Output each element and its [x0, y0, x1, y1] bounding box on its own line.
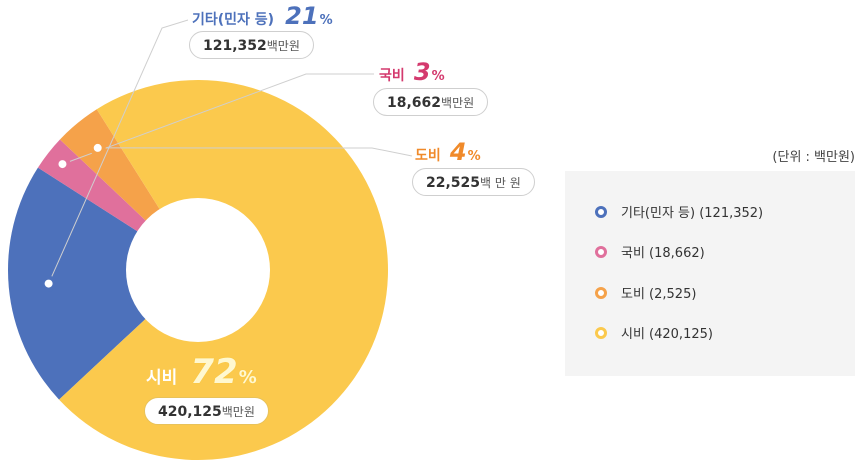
- callout-other-value: 121,352: [203, 38, 267, 54]
- callout-national: 국비 3%: [379, 58, 445, 86]
- callout-provincial: 도비 4%: [415, 138, 481, 166]
- callout-other-label: 기타(민자 등): [192, 12, 275, 28]
- slice-other: [7, 167, 199, 400]
- leader-dot-national: [54, 156, 71, 173]
- legend-marker-icon: [595, 205, 607, 218]
- callout-national-value: 18,662: [387, 95, 442, 111]
- legend-item-provincial: 도비 (2,525): [595, 283, 696, 302]
- donut-hole: [126, 198, 270, 342]
- callout-city: 시비 72%: [146, 352, 257, 392]
- callout-provincial-unit: 백 만 원: [480, 176, 521, 190]
- leader-dot-other: [40, 275, 57, 292]
- callout-city-value-pill: 420,125백만원: [144, 397, 269, 425]
- callout-city-label: 시비: [146, 368, 178, 388]
- legend-item-city: 시비 (420,125): [595, 323, 713, 342]
- callout-city-unit: 백만원: [221, 405, 255, 419]
- legend-item-other: 기타(민자 등) (121,352): [595, 202, 763, 221]
- legend-marker-icon: [595, 245, 607, 258]
- legend-label: 도비 (2,525): [621, 287, 697, 302]
- legend-label: 기타(민자 등) (121,352): [621, 206, 764, 221]
- leader-lines: [40, 19, 413, 292]
- legend-item-national: 국비 (18,662): [595, 242, 705, 261]
- callout-city-value: 420,125: [158, 404, 222, 420]
- callout-national-value-pill: 18,662백만원: [373, 88, 489, 116]
- callout-national-label: 국비: [379, 68, 405, 84]
- callout-city-percent: 72%: [190, 352, 257, 392]
- leader-line: [97, 147, 413, 157]
- leader-dot-provincial: [89, 139, 106, 156]
- callout-other: 기타(민자 등) 21%: [192, 2, 333, 30]
- callout-provincial-percent: 4%: [449, 138, 481, 166]
- callout-other-unit: 백만원: [266, 39, 300, 53]
- callout-provincial-label: 도비: [415, 148, 441, 164]
- callout-provincial-value-pill: 22,525백 만 원: [412, 168, 535, 196]
- callout-other-percent: 21%: [285, 2, 333, 30]
- legend-marker-icon: [595, 326, 607, 339]
- legend-label: 시비 (420,125): [621, 327, 713, 342]
- legend-label: 국비 (18,662): [621, 246, 705, 261]
- leader-line: [62, 73, 374, 165]
- callout-other-value-pill: 121,352백만원: [189, 31, 314, 59]
- legend-marker-icon: [595, 286, 607, 299]
- callout-national-unit: 백만원: [441, 96, 475, 110]
- callout-national-percent: 3%: [413, 58, 445, 86]
- callout-provincial-value: 22,525: [426, 175, 481, 191]
- leader-line: [48, 19, 189, 284]
- unit-note: (단위 : 백만원): [772, 150, 855, 165]
- legend: 기타(민자 등) (121,352) 국비 (18,662) 도비 (2,525…: [565, 171, 855, 376]
